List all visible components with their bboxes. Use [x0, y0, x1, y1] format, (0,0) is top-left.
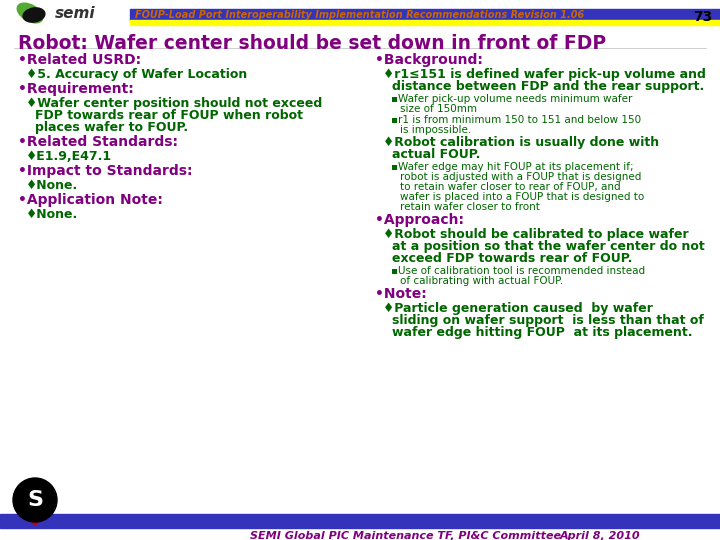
Text: actual FOUP.: actual FOUP. — [392, 148, 480, 161]
Text: •Note:: •Note: — [375, 287, 427, 301]
Text: •Impact to Standards:: •Impact to Standards: — [18, 164, 192, 178]
Text: •Requirement:: •Requirement: — [18, 82, 134, 96]
Text: to retain wafer closer to rear of FOUP, and: to retain wafer closer to rear of FOUP, … — [400, 182, 621, 192]
Text: S: S — [27, 490, 43, 510]
Text: ▪Wafer edge may hit FOUP at its placement if;: ▪Wafer edge may hit FOUP at its placemen… — [391, 162, 634, 172]
Ellipse shape — [23, 8, 45, 22]
Text: size of 150mm: size of 150mm — [400, 104, 477, 114]
Bar — [130, 9, 720, 20]
Text: wafer is placed into a FOUP that is designed to: wafer is placed into a FOUP that is desi… — [400, 192, 644, 202]
Text: ♦Particle generation caused  by wafer: ♦Particle generation caused by wafer — [383, 302, 653, 315]
Text: wafer edge hitting FOUP  at its placement.: wafer edge hitting FOUP at its placement… — [392, 326, 693, 339]
Text: ▪Wafer pick-up volume needs minimum wafer: ▪Wafer pick-up volume needs minimum wafe… — [391, 94, 632, 104]
Text: FDP towards rear of FOUP when robot: FDP towards rear of FOUP when robot — [35, 109, 303, 122]
Text: April 8, 2010: April 8, 2010 — [560, 531, 641, 540]
Ellipse shape — [17, 3, 42, 23]
Text: ▪Use of calibration tool is recommended instead: ▪Use of calibration tool is recommended … — [391, 266, 645, 276]
Text: Robot: Wafer center should be set down in front of FDP: Robot: Wafer center should be set down i… — [18, 34, 606, 53]
Text: ♦r1≤151 is defined wafer pick-up volume and: ♦r1≤151 is defined wafer pick-up volume … — [383, 68, 706, 81]
Text: ♦Robot should be calibrated to place wafer: ♦Robot should be calibrated to place waf… — [383, 228, 688, 241]
Text: retain wafer closer to front: retain wafer closer to front — [400, 202, 540, 212]
Text: ♦Robot calibration is usually done with: ♦Robot calibration is usually done with — [383, 136, 659, 149]
Text: places wafer to FOUP.: places wafer to FOUP. — [35, 121, 188, 134]
Polygon shape — [20, 499, 50, 525]
Text: is impossible.: is impossible. — [400, 125, 472, 135]
Text: sliding on wafer support  is less than that of: sliding on wafer support is less than th… — [392, 314, 704, 327]
Text: •Background:: •Background: — [375, 53, 483, 67]
Text: •Application Note:: •Application Note: — [18, 193, 163, 207]
Text: SEMI Global PIC Maintenance TF, PI&C Committee: SEMI Global PIC Maintenance TF, PI&C Com… — [250, 531, 561, 540]
Bar — [0, 514, 720, 528]
Bar — [130, 20, 720, 25]
Text: ♦None.: ♦None. — [26, 179, 78, 192]
Text: ▪r1 is from minimum 150 to 151 and below 150: ▪r1 is from minimum 150 to 151 and below… — [391, 115, 641, 125]
Text: FOUP-Load Port Interoperability Implementation Recommendations Revision 1.06: FOUP-Load Port Interoperability Implemen… — [135, 10, 584, 20]
Text: •Approach:: •Approach: — [375, 213, 464, 227]
Text: 73: 73 — [693, 10, 712, 24]
Text: exceed FDP towards rear of FOUP.: exceed FDP towards rear of FOUP. — [392, 252, 632, 265]
Text: distance between FDP and the rear support.: distance between FDP and the rear suppor… — [392, 80, 704, 93]
Text: robot is adjusted with a FOUP that is designed: robot is adjusted with a FOUP that is de… — [400, 172, 642, 182]
Text: ♦Wafer center position should not exceed: ♦Wafer center position should not exceed — [26, 97, 323, 110]
Text: •Related Standards:: •Related Standards: — [18, 135, 178, 149]
Text: at a position so that the wafer center do not: at a position so that the wafer center d… — [392, 240, 705, 253]
Text: ♦None.: ♦None. — [26, 208, 78, 221]
Text: •Related USRD:: •Related USRD: — [18, 53, 141, 67]
Text: ♦E1.9,E47.1: ♦E1.9,E47.1 — [26, 150, 112, 163]
Text: ♦5. Accuracy of Wafer Location: ♦5. Accuracy of Wafer Location — [26, 68, 247, 81]
Text: of calibrating with actual FOUP.: of calibrating with actual FOUP. — [400, 276, 563, 286]
Text: semi: semi — [55, 6, 96, 22]
Circle shape — [13, 478, 57, 522]
